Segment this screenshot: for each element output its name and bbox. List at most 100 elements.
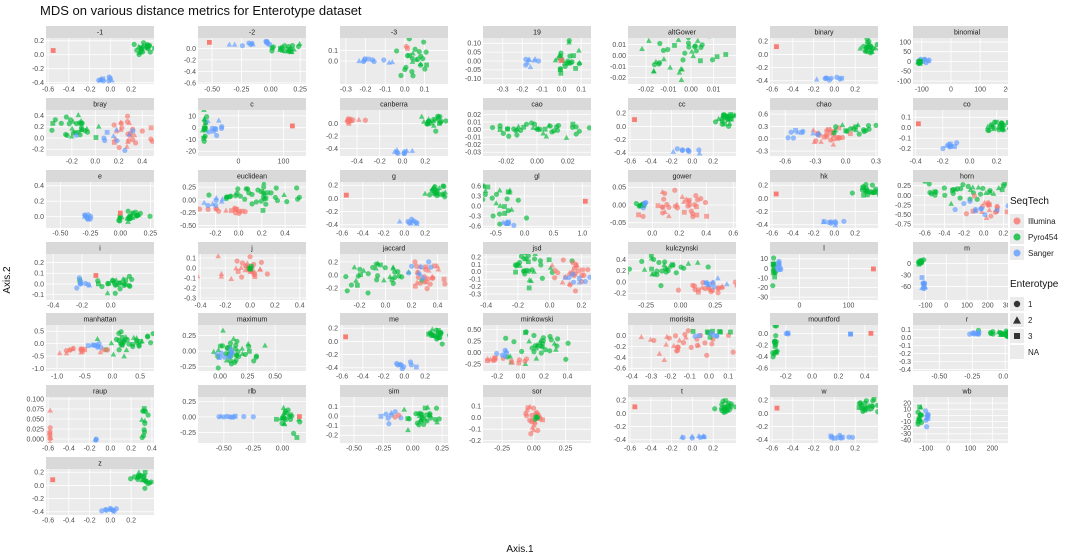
data-point (1006, 334, 1008, 337)
data-point (252, 274, 258, 280)
y-tick-label: 0.2 (328, 183, 338, 190)
data-point (513, 263, 519, 269)
data-point (656, 350, 663, 356)
data-point (523, 330, 528, 336)
x-tick-label: 0 (237, 159, 241, 166)
data-point (922, 285, 928, 291)
facet-label: minkowski (521, 317, 554, 324)
facet-mountford: mountford -0.2 0.0 0.2 0.4 0.0 -0.2 -0.4 -0.6 (756, 313, 878, 381)
facet-label: canberra (380, 102, 408, 109)
data-point (125, 218, 131, 224)
data-point (128, 476, 134, 482)
data-point (919, 275, 925, 280)
y-tick-label: 0.2 (758, 39, 768, 46)
facet-strip (483, 385, 591, 397)
data-point (535, 427, 541, 434)
y-tick-label: -0.1 (326, 423, 338, 430)
data-point (824, 128, 830, 134)
data-point (861, 192, 867, 198)
data-point (418, 264, 424, 270)
facet-label: raup (93, 389, 107, 396)
facet-strip (628, 98, 736, 110)
x-tick-label: 100 (964, 446, 976, 453)
y-tick-label: 0.00 (467, 58, 481, 65)
x-tick-label: 0.2 (257, 231, 267, 238)
data-point (119, 125, 125, 131)
panel-background (46, 38, 154, 84)
data-point (122, 281, 129, 288)
data-point (565, 340, 571, 346)
y-tick-label: -0.4 (32, 509, 44, 516)
data-point (95, 123, 102, 129)
data-point (422, 190, 428, 196)
facet-me: me -0.6 -0.4 -0.2 0.0 0.2 0.2 0.0 -0.2 -0.4 (326, 313, 448, 381)
data-point (227, 414, 233, 420)
data-point (502, 211, 508, 216)
facet-morisita: morisita -0.4 -0.3 -0.2 -0.1 0.0 0.1 0.0 -0.2 -0.… (614, 313, 736, 381)
y-tick-label: 0.0 (186, 265, 196, 272)
data-point (296, 194, 303, 200)
data-point (241, 413, 247, 420)
data-point (859, 187, 866, 193)
data-point (1005, 203, 1008, 209)
x-tick-label: 200 (987, 446, 999, 453)
data-point (257, 266, 264, 272)
facet-binary: binary -0.6 -0.4 -0.2 0.0 0.2 0.2 0.0 -0.2 -0.4 (756, 26, 878, 94)
data-point (427, 281, 433, 287)
x-tick-label: 0.6 (728, 231, 738, 238)
data-point (920, 280, 926, 286)
data-point (131, 41, 137, 47)
y-tick-label: -0.2 (326, 209, 338, 216)
x-tick-label: -0.4 (938, 231, 950, 238)
data-point (698, 44, 704, 50)
x-tick-label: 0.4 (860, 374, 870, 381)
facet-strip (46, 26, 154, 38)
x-tick-label: -100 (919, 446, 933, 453)
data-point (835, 435, 841, 441)
data-point (483, 187, 489, 194)
data-point (917, 404, 923, 410)
data-point (926, 182, 932, 187)
facet-strip (483, 170, 591, 182)
data-point (427, 192, 433, 198)
data-point (434, 187, 440, 194)
data-point (653, 58, 659, 64)
data-point (123, 347, 130, 353)
y-tick-label: -0.3 (184, 295, 196, 302)
data-point (793, 128, 798, 133)
y-tick-label: -30 (758, 295, 768, 302)
panel-background (46, 254, 154, 300)
data-point (406, 38, 412, 42)
data-point (239, 350, 246, 356)
data-point (433, 405, 440, 411)
legend-item-pyro454: Pyro454 (1010, 229, 1076, 245)
data-point (381, 277, 387, 283)
data-point (810, 130, 816, 136)
data-point (873, 122, 878, 129)
y-tick-label: -0.4 (899, 367, 911, 374)
data-point (566, 39, 572, 45)
data-point (689, 435, 695, 441)
data-point (401, 406, 407, 412)
data-point (410, 73, 416, 79)
data-point (830, 141, 837, 147)
y-tick-label: -0.02 (610, 75, 626, 82)
facet-label: i (99, 246, 101, 253)
facet-sor: sor -0.25 0.00 0.25 0.1 0.0 -0.1 -0.2 (469, 385, 591, 453)
y-tick-label: 10 (903, 407, 911, 414)
data-point (773, 325, 780, 329)
data-point (732, 279, 736, 285)
x-tick-label: 0.25 (144, 231, 158, 238)
data-point (245, 340, 251, 346)
data-point (925, 57, 932, 64)
y-tick-label: 0.00 (182, 414, 196, 421)
points (484, 329, 571, 366)
data-point (661, 356, 668, 363)
data-point (994, 207, 1000, 213)
y-tick-label: -10 (758, 275, 768, 282)
facet-strip (483, 313, 591, 325)
y-tick-label: 0.25 (182, 333, 196, 340)
facet-label: mountford (808, 317, 840, 324)
data-point (66, 121, 72, 127)
data-point (497, 127, 503, 132)
